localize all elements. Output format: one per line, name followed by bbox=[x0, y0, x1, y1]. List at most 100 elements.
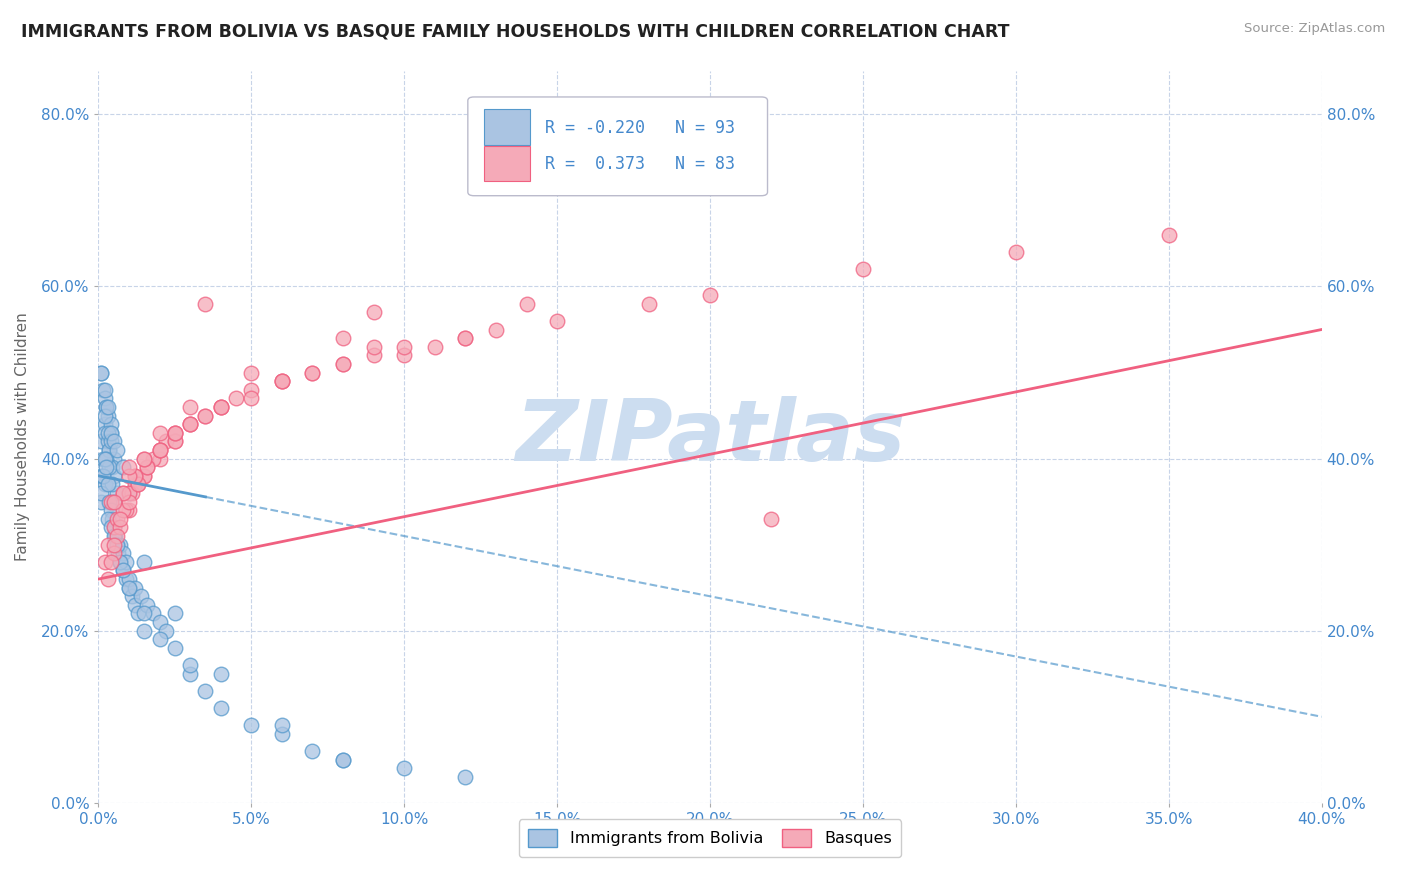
Point bbox=[100, 494, 122, 508]
Point bbox=[118, 581, 141, 595]
Point bbox=[107, 546, 129, 560]
Point bbox=[91, 383, 114, 397]
Point bbox=[108, 520, 131, 534]
Point bbox=[103, 529, 125, 543]
Point bbox=[115, 572, 138, 586]
Point bbox=[134, 624, 156, 638]
Point bbox=[179, 417, 201, 432]
Point bbox=[103, 494, 125, 508]
Point bbox=[93, 451, 115, 466]
Point bbox=[93, 555, 115, 569]
Point bbox=[454, 331, 477, 345]
Point bbox=[108, 512, 131, 526]
Point bbox=[240, 383, 263, 397]
Text: R = -0.220   N = 93: R = -0.220 N = 93 bbox=[546, 119, 735, 136]
Point bbox=[363, 340, 385, 354]
Point bbox=[93, 477, 115, 491]
Point bbox=[98, 494, 121, 508]
Point bbox=[209, 400, 232, 414]
Point bbox=[118, 494, 141, 508]
Point bbox=[111, 564, 134, 578]
Point bbox=[301, 366, 323, 380]
Point bbox=[90, 486, 112, 500]
Point bbox=[194, 684, 217, 698]
Text: IMMIGRANTS FROM BOLIVIA VS BASQUE FAMILY HOUSEHOLDS WITH CHILDREN CORRELATION CH: IMMIGRANTS FROM BOLIVIA VS BASQUE FAMILY… bbox=[21, 22, 1010, 40]
Point bbox=[118, 486, 141, 500]
Point bbox=[1157, 227, 1180, 242]
Point bbox=[179, 658, 201, 673]
Point bbox=[103, 468, 125, 483]
FancyBboxPatch shape bbox=[484, 110, 530, 145]
Point bbox=[118, 486, 141, 500]
Point bbox=[94, 400, 117, 414]
Point bbox=[124, 598, 146, 612]
Point bbox=[118, 572, 141, 586]
Point bbox=[392, 761, 416, 775]
Point bbox=[179, 417, 201, 432]
Point bbox=[240, 366, 263, 380]
Point bbox=[124, 468, 146, 483]
Point bbox=[194, 409, 217, 423]
Point bbox=[142, 451, 165, 466]
Point bbox=[194, 296, 217, 310]
Point bbox=[225, 392, 247, 406]
FancyBboxPatch shape bbox=[468, 97, 768, 195]
Point bbox=[149, 442, 172, 457]
Point bbox=[332, 753, 354, 767]
Point bbox=[136, 598, 159, 612]
Point bbox=[761, 512, 783, 526]
Point bbox=[134, 451, 156, 466]
Point bbox=[121, 486, 143, 500]
Point bbox=[108, 555, 131, 569]
Point bbox=[105, 538, 128, 552]
Point bbox=[149, 442, 172, 457]
Text: Source: ZipAtlas.com: Source: ZipAtlas.com bbox=[1244, 22, 1385, 36]
Point bbox=[332, 331, 354, 345]
Point bbox=[179, 666, 201, 681]
Point bbox=[94, 400, 117, 414]
Point bbox=[91, 468, 114, 483]
Point bbox=[100, 425, 122, 440]
Point bbox=[104, 529, 127, 543]
Point bbox=[546, 314, 568, 328]
Point bbox=[103, 451, 125, 466]
Point bbox=[103, 538, 125, 552]
Point bbox=[100, 503, 122, 517]
Point bbox=[332, 357, 354, 371]
Point bbox=[93, 383, 115, 397]
Point bbox=[163, 434, 186, 449]
Point bbox=[118, 581, 141, 595]
Point bbox=[118, 503, 141, 517]
Point bbox=[454, 331, 477, 345]
Point bbox=[94, 451, 117, 466]
Point bbox=[270, 727, 294, 741]
Point bbox=[93, 425, 115, 440]
Point bbox=[363, 348, 385, 362]
Point bbox=[97, 477, 120, 491]
Point bbox=[301, 366, 323, 380]
Point bbox=[270, 374, 294, 388]
Point bbox=[115, 503, 138, 517]
Point bbox=[93, 417, 115, 432]
Point bbox=[179, 400, 201, 414]
Point bbox=[100, 425, 122, 440]
Point bbox=[91, 468, 114, 483]
Point bbox=[103, 434, 125, 449]
Point bbox=[301, 744, 323, 758]
Point bbox=[103, 546, 125, 560]
Point bbox=[423, 340, 446, 354]
Point bbox=[93, 409, 115, 423]
Point bbox=[97, 434, 120, 449]
Point bbox=[98, 442, 121, 457]
Point bbox=[270, 374, 294, 388]
Point bbox=[209, 400, 232, 414]
Point bbox=[142, 607, 165, 621]
Point bbox=[209, 400, 232, 414]
Text: ZIPatlas: ZIPatlas bbox=[515, 395, 905, 479]
Point bbox=[105, 486, 128, 500]
Point bbox=[163, 434, 186, 449]
Point bbox=[637, 296, 661, 310]
Point bbox=[134, 555, 156, 569]
Point bbox=[93, 392, 115, 406]
Point bbox=[118, 468, 141, 483]
